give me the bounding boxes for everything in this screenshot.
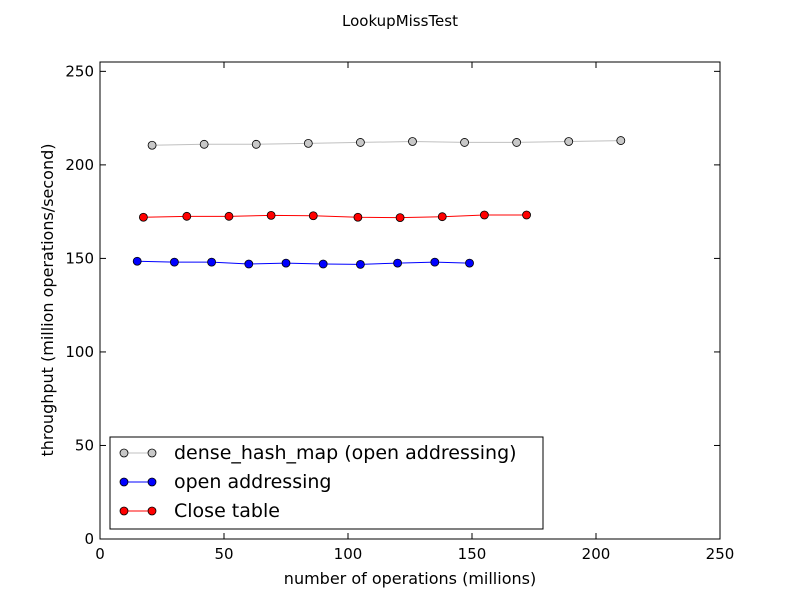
data-point xyxy=(207,257,217,267)
data-point xyxy=(147,140,157,150)
data-point xyxy=(281,258,291,268)
y-tick-label: 150 xyxy=(65,249,94,267)
y-axis: 0 50 100 150 200 250 xyxy=(65,62,720,548)
legend-item: open addressing xyxy=(119,471,331,493)
legend-marker xyxy=(147,477,157,487)
data-point xyxy=(199,139,209,149)
y-tick-label: 50 xyxy=(75,436,94,454)
data-point xyxy=(408,137,417,146)
data-point xyxy=(224,211,234,221)
y-tick-label: 0 xyxy=(84,530,94,548)
legend-marker xyxy=(119,448,129,458)
data-point xyxy=(303,138,313,148)
data-point xyxy=(308,211,318,221)
x-tick-label: 250 xyxy=(706,545,735,563)
legend-marker xyxy=(119,477,129,487)
legend-marker xyxy=(147,506,157,516)
data-point xyxy=(169,257,179,267)
legend-label: open addressing xyxy=(174,471,331,493)
legend-item: dense_hash_map (open addressing) xyxy=(119,442,517,464)
x-tick-label: 150 xyxy=(458,545,487,563)
legend-box xyxy=(109,436,544,530)
legend-marker xyxy=(119,506,129,516)
data-point xyxy=(355,259,365,269)
series-line xyxy=(143,214,527,219)
plot-frame xyxy=(99,61,721,540)
x-tick-label: 0 xyxy=(95,545,105,563)
x-axis-label: number of operations (millions) xyxy=(284,569,536,588)
data-point xyxy=(512,138,522,147)
x-tick-label: 50 xyxy=(214,545,233,563)
series-3 xyxy=(138,210,531,223)
data-point xyxy=(460,138,469,147)
data-point xyxy=(266,210,276,220)
data-point xyxy=(353,212,363,222)
y-tick-label: 100 xyxy=(65,343,94,361)
data-point xyxy=(182,211,192,221)
x-tick-label: 100 xyxy=(334,545,363,563)
data-point xyxy=(465,258,474,268)
y-tick-label: 250 xyxy=(65,62,94,80)
data-point xyxy=(616,136,626,145)
legend-label: dense_hash_map (open addressing) xyxy=(174,442,517,464)
data-point xyxy=(522,210,531,220)
data-point xyxy=(132,256,142,266)
legend-marker xyxy=(147,448,157,458)
data-point xyxy=(138,212,148,222)
data-point xyxy=(430,257,440,267)
data-point xyxy=(437,212,447,222)
series-1 xyxy=(147,136,626,150)
data-point xyxy=(318,259,328,269)
data-point xyxy=(395,213,405,223)
x-axis: 0 50 100 150 200 250 xyxy=(95,62,734,563)
data-point xyxy=(564,137,574,146)
data-point xyxy=(393,258,403,268)
chart-title: LookupMissTest xyxy=(342,12,458,30)
y-tick-label: 200 xyxy=(65,156,94,174)
legend: dense_hash_map (open addressing) open add… xyxy=(109,436,544,530)
data-point xyxy=(244,259,254,269)
legend-label: Close table xyxy=(174,500,280,522)
y-axis-label: throughput (million operations/second) xyxy=(38,144,57,457)
data-point xyxy=(355,138,365,147)
data-point xyxy=(251,139,261,149)
plot-area xyxy=(132,136,626,269)
series-line xyxy=(137,260,470,265)
series-2 xyxy=(132,256,474,269)
data-point xyxy=(479,210,489,220)
legend-item: Close table xyxy=(119,500,280,522)
x-tick-label: 200 xyxy=(582,545,611,563)
series-line xyxy=(152,140,621,146)
